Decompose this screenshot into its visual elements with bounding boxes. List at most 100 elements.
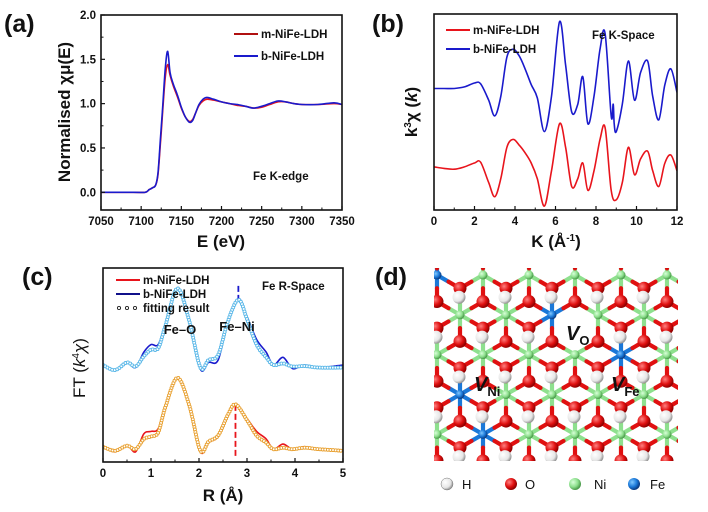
bond-oxygen-half — [449, 242, 461, 249]
axes-c: 0 1 2 3 4 5 — [100, 458, 347, 480]
y-axis-title-b-close: ) — [402, 87, 421, 93]
ni-atom — [640, 470, 649, 479]
h-atom — [544, 290, 558, 304]
bond-oxygen-half — [676, 438, 678, 444]
vacancy-label-ni: VNi — [474, 374, 500, 399]
ni-atom — [639, 390, 649, 400]
panel-b: (b) 0 2 4 6 8 10 12 K (Å-1) k3χ (k) m-NiFe-LDH… — [372, 10, 683, 251]
bond-oxygen-half — [702, 401, 708, 408]
bond-oxygen-half — [449, 501, 461, 508]
bond-metal-half — [518, 235, 530, 242]
bond-oxygen-half — [570, 458, 578, 461]
y-tick-label: 1.0 — [80, 99, 96, 111]
bond-metal-half — [667, 507, 679, 512]
ni-atom — [524, 429, 534, 439]
bond-oxygen-half — [414, 282, 426, 289]
bond-metal-half — [676, 385, 678, 391]
atom-legend-fe-label: Fe — [650, 477, 665, 492]
h-atom — [521, 410, 535, 424]
o-atom — [522, 454, 536, 461]
legend-b: m-NiFe-LDH b-NiFe-LDH — [446, 25, 539, 56]
peak-label-fe-o: Fe–O — [164, 322, 197, 337]
atom-legend-h-icon — [440, 477, 454, 491]
ni-atom — [570, 350, 580, 360]
bond-oxygen-half — [616, 458, 624, 461]
bond-metal-half — [541, 474, 553, 481]
fe-atom — [410, 390, 419, 399]
x-tick-label: 6 — [552, 216, 558, 228]
vacancy-v: V — [474, 374, 489, 396]
vacancy-label-o: VO — [566, 323, 589, 348]
bond-oxygen-half — [526, 458, 534, 461]
bond-metal-half — [403, 308, 415, 315]
ni-atom — [502, 470, 511, 479]
annotation-fe-r-space: Fe R-Space — [262, 281, 325, 293]
bond-metal-half — [552, 474, 564, 481]
atom-legend-h-label: H — [462, 477, 471, 492]
bond-metal-half — [656, 507, 668, 512]
bond-metal-half — [391, 348, 403, 355]
bond-oxygen-half — [690, 341, 702, 348]
bond-metal-half — [414, 388, 426, 395]
ni-atom — [593, 310, 603, 320]
x-tick-label: 0 — [100, 468, 106, 480]
y-tick-label: 0.5 — [80, 143, 97, 155]
h-atom — [567, 410, 581, 424]
y-axis-title-b-sup: 3 — [403, 122, 414, 128]
bond-metal-half — [552, 468, 564, 475]
h-atom — [434, 410, 443, 424]
x-axis-title-b-sup: -1 — [566, 233, 575, 244]
bond-metal-half — [702, 434, 708, 441]
h-atom — [613, 410, 627, 424]
bond-metal-half — [690, 474, 702, 481]
o-atom — [568, 454, 582, 461]
x-axis-title-a: E (eV) — [197, 232, 245, 251]
o-atom — [385, 454, 398, 467]
crystal-structure — [385, 235, 708, 512]
bond-metal-half — [414, 395, 426, 402]
bond-oxygen-half — [664, 458, 672, 461]
bond-oxygen-half — [480, 458, 488, 461]
ni-atom — [616, 270, 626, 280]
h-atom — [476, 490, 489, 503]
plot-area-a — [101, 50, 342, 194]
bond-metal-half — [495, 468, 507, 475]
bond-oxygen-half — [690, 441, 702, 448]
x-tick-label: 7250 — [249, 216, 275, 228]
o-atom — [408, 361, 421, 374]
x-tick-label: 0 — [431, 216, 437, 228]
h-atom — [636, 370, 650, 384]
h-atom — [544, 450, 558, 461]
ni-atom — [524, 270, 534, 280]
x-tick-label: 12 — [671, 216, 684, 228]
legend-marker-dot — [124, 305, 130, 311]
ni-atom — [387, 350, 396, 359]
x-axis-title-b: K (Å-1) — [531, 232, 581, 251]
h-atom — [659, 330, 673, 344]
o-atom — [684, 415, 697, 428]
x-tick-label: 2 — [471, 216, 477, 228]
bond-metal-half — [679, 474, 691, 481]
o-atom — [665, 268, 669, 269]
h-atom — [498, 290, 512, 304]
y-axis-title-c-chi: χ — [70, 343, 89, 355]
bond-metal-half — [403, 388, 415, 395]
bond-metal-half — [702, 507, 708, 512]
h-atom — [499, 251, 512, 264]
x-tick-label: 3 — [244, 468, 250, 480]
bond-metal-half — [414, 468, 426, 475]
o-atom — [568, 295, 582, 309]
o-atom — [545, 414, 559, 428]
legend-label-b-nife-ldh: b-NiFe-LDH — [143, 289, 206, 301]
bond-oxygen-half — [610, 481, 622, 488]
legend-label-m-nife-ldh: m-NiFe-LDH — [261, 29, 327, 41]
o-atom — [684, 494, 697, 507]
h-atom — [683, 450, 696, 463]
ni-atom — [686, 390, 695, 399]
bond-oxygen-half — [403, 421, 415, 428]
o-atom — [453, 414, 467, 428]
h-atom — [636, 290, 650, 304]
h-atom — [683, 291, 696, 304]
h-atom — [659, 410, 673, 424]
bond-metal-half — [483, 507, 495, 512]
